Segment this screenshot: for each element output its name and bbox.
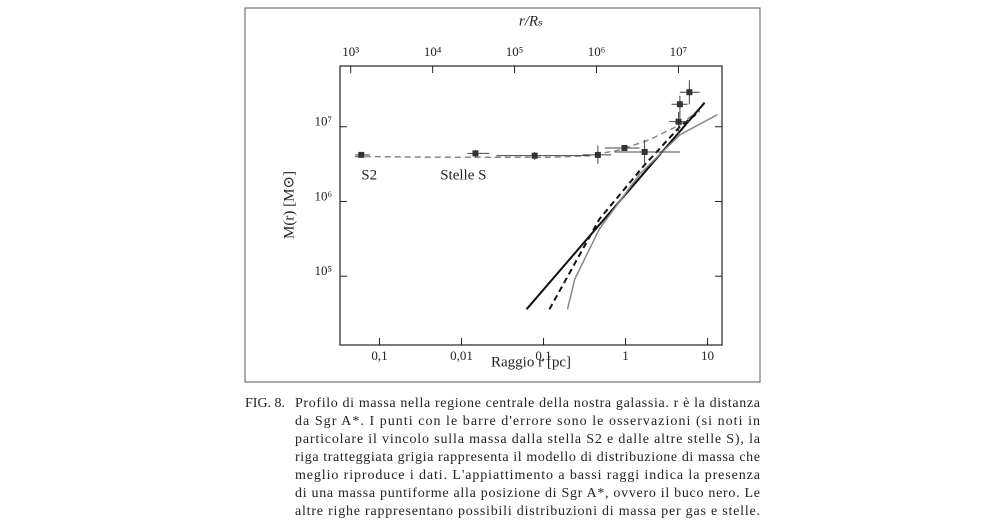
- data-point: [676, 101, 683, 108]
- y-tick-label: 10⁷: [314, 114, 332, 129]
- data-point: [358, 151, 365, 158]
- data-point: [641, 148, 648, 155]
- y-axis-label: M(r) [M⊙]: [281, 171, 297, 239]
- caption-line: di una massa puntiforme alla posizione d…: [295, 486, 760, 501]
- data-point: [472, 150, 479, 157]
- annotation: Stelle S: [440, 167, 486, 183]
- data-point: [675, 118, 682, 125]
- y-tick-label: 10⁵: [314, 263, 332, 278]
- top-tick-label: 10⁵: [506, 44, 524, 59]
- caption-line: riga tratteggiata grigia rappresenta il …: [295, 450, 760, 465]
- x-tick-label: 0,1: [535, 348, 551, 363]
- caption-label: FIG. 8.: [245, 396, 285, 411]
- x-axis-label: Raggio r [pc]: [491, 354, 571, 370]
- x-tick-label: 0,01: [450, 348, 473, 363]
- figure-frame: [244, 7, 761, 383]
- x-tick-label: 10: [701, 348, 714, 363]
- data-point: [531, 152, 538, 159]
- top-axis-label: r/Rₛ: [519, 13, 543, 29]
- top-tick-label: 10⁷: [670, 44, 688, 59]
- model-curve: [566, 114, 718, 310]
- caption-line: Profilo di massa nella regione centrale …: [295, 396, 761, 411]
- plot-frame: [339, 65, 723, 346]
- top-tick-label: 10⁴: [424, 44, 442, 59]
- data-point: [686, 89, 693, 96]
- caption-line: da Sgr A*. I punti con le barre d'errore…: [295, 414, 760, 429]
- model-curve: [354, 108, 701, 159]
- model-curve: [548, 110, 701, 310]
- data-point: [594, 151, 601, 158]
- y-tick-label: 10⁶: [314, 188, 332, 203]
- caption-line: altre righe rappresentano possibili dist…: [295, 504, 760, 519]
- x-tick-label: 1: [622, 348, 629, 363]
- caption-line: particolare il vincolo sulla massa dalla…: [295, 432, 761, 447]
- annotation: S2: [361, 167, 377, 183]
- top-tick-label: 10³: [342, 44, 359, 59]
- caption-line: meglio riproduce i dati. L'appiattimento…: [295, 468, 761, 483]
- data-point: [621, 144, 628, 151]
- top-tick-label: 10⁶: [588, 44, 606, 59]
- x-tick-label: 0,1: [371, 348, 387, 363]
